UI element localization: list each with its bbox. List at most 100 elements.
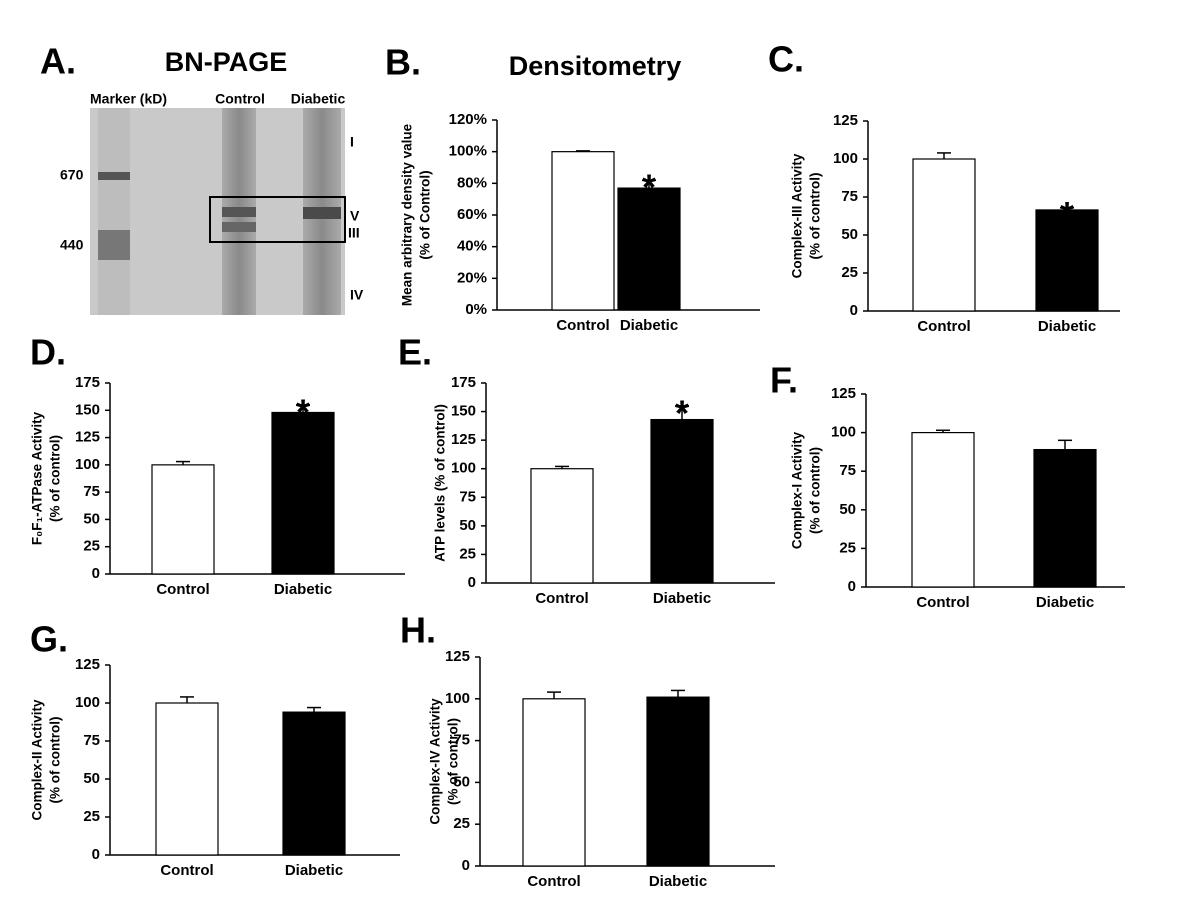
- chart-panel: D. F₀F₁-ATPase Activity (% of control) 0 25 5…: [30, 332, 405, 598]
- y-tick-label: 125: [833, 112, 858, 129]
- y-tick-label: 40%: [457, 238, 487, 255]
- bar: [282, 711, 346, 856]
- y-tick-label: 100: [75, 694, 100, 711]
- y-tick-label: 125: [445, 648, 470, 665]
- y-tick-label: 25: [83, 808, 100, 825]
- y-tick-label: 150: [451, 403, 476, 420]
- y-tick-label: 125: [75, 656, 100, 673]
- x-tick-label: Diabetic: [274, 581, 332, 598]
- complex-label: III: [348, 225, 360, 241]
- y-tick-label: 25: [83, 538, 100, 555]
- y-tick-label: 100: [831, 424, 856, 441]
- gel-box: [209, 196, 346, 243]
- panel-letter: B.: [385, 42, 421, 83]
- x-tick-label: Control: [916, 594, 969, 611]
- y-tick-label: 0: [850, 302, 858, 319]
- gel-title: BN-PAGE: [165, 47, 288, 77]
- y-tick-label: 100%: [449, 143, 487, 160]
- x-tick-label: Control: [156, 581, 209, 598]
- bar: [551, 151, 615, 311]
- y-tick-label: 0%: [465, 301, 487, 318]
- y-tick-label: 75: [839, 462, 856, 479]
- y-axis-label: (% of Control): [418, 170, 433, 259]
- y-tick-label: 125: [451, 431, 476, 448]
- y-tick-label: 50: [83, 770, 100, 787]
- bar: [911, 432, 975, 588]
- y-tick-label: 80%: [457, 174, 487, 191]
- y-tick-label: 100: [445, 690, 470, 707]
- gel-band: [222, 222, 256, 232]
- y-tick-label: 60%: [457, 206, 487, 223]
- chart-panel: H. Complex-IV Activity (% of control) 0 25 50…: [400, 610, 775, 890]
- y-axis-label: Complex-III Activity: [790, 153, 805, 278]
- y-tick-label: 0: [92, 565, 100, 582]
- gel-band: [98, 172, 130, 180]
- y-tick-label: 120%: [449, 111, 487, 128]
- complex-label: I: [350, 134, 354, 150]
- significance-marker: *: [1060, 194, 1074, 235]
- y-tick-label: 25: [453, 815, 470, 832]
- y-tick-label: 50: [841, 226, 858, 243]
- gel-band: [303, 207, 341, 219]
- y-axis-label: Complex-I Activity: [790, 431, 805, 549]
- panel-letter: F.: [770, 360, 798, 401]
- bar: [151, 464, 215, 575]
- x-tick-label: Diabetic: [620, 317, 678, 334]
- bar: [1035, 209, 1099, 312]
- x-tick-label: Control: [917, 318, 970, 335]
- significance-marker: *: [675, 392, 689, 433]
- gel-panel: A. BN-PAGE Marker (kD) Control Diabetic …: [40, 41, 364, 315]
- y-axis-label: (% of control): [446, 718, 461, 805]
- x-tick-label: Diabetic: [653, 590, 711, 607]
- panel-letter: G.: [30, 619, 68, 660]
- y-tick-label: 25: [459, 545, 476, 562]
- x-tick-label: Diabetic: [649, 873, 707, 890]
- y-tick-label: 0: [462, 857, 470, 874]
- y-axis-label: F₀F₁-ATPase Activity: [30, 411, 45, 545]
- panel-letter: D.: [30, 332, 66, 373]
- y-tick-label: 50: [839, 501, 856, 518]
- y-tick-label: 50: [453, 773, 470, 790]
- panel-letter: C.: [768, 39, 804, 80]
- lane-label: Control: [215, 91, 265, 107]
- gel-band: [98, 230, 130, 260]
- y-tick-label: 175: [75, 374, 100, 391]
- x-tick-label: Control: [527, 873, 580, 890]
- chart-panel: C. Complex-III Activity (% of control) 0 25 5…: [768, 39, 1120, 335]
- x-tick-label: Control: [160, 862, 213, 879]
- y-tick-label: 75: [83, 732, 100, 749]
- y-tick-label: 100: [451, 460, 476, 477]
- y-tick-label: 0: [848, 578, 856, 595]
- bar: [522, 698, 586, 867]
- y-tick-label: 175: [451, 374, 476, 391]
- bar: [650, 418, 714, 584]
- complex-label: IV: [350, 287, 364, 303]
- panel-letter: E.: [398, 332, 432, 373]
- y-tick-label: 50: [459, 517, 476, 534]
- y-tick-label: 20%: [457, 269, 487, 286]
- complex-label: V: [350, 208, 360, 224]
- x-tick-label: Diabetic: [285, 862, 343, 879]
- y-axis-label: (% of control): [808, 447, 823, 534]
- y-tick-label: 75: [83, 483, 100, 500]
- y-axis-label: (% of control): [48, 435, 63, 522]
- y-tick-label: 75: [841, 188, 858, 205]
- y-axis-label: Complex-IV Activity: [428, 698, 443, 825]
- bar: [617, 187, 681, 311]
- y-tick-label: 0: [92, 846, 100, 863]
- y-tick-label: 125: [831, 385, 856, 402]
- y-tick-label: 75: [459, 488, 476, 505]
- y-tick-label: 25: [839, 539, 856, 556]
- y-tick-label: 100: [833, 150, 858, 167]
- y-tick-label: 125: [75, 429, 100, 446]
- bar: [646, 696, 710, 867]
- x-tick-label: Control: [556, 317, 609, 334]
- y-tick-label: 25: [841, 264, 858, 281]
- y-axis-label: Mean arbitrary density value: [400, 123, 415, 306]
- x-tick-label: Diabetic: [1038, 318, 1096, 335]
- bar: [271, 411, 335, 575]
- y-axis-label: ATP levels (% of control): [433, 404, 448, 562]
- panel-letter: H.: [400, 610, 436, 651]
- panel-letter: A.: [40, 41, 76, 82]
- gel-image: [90, 108, 345, 315]
